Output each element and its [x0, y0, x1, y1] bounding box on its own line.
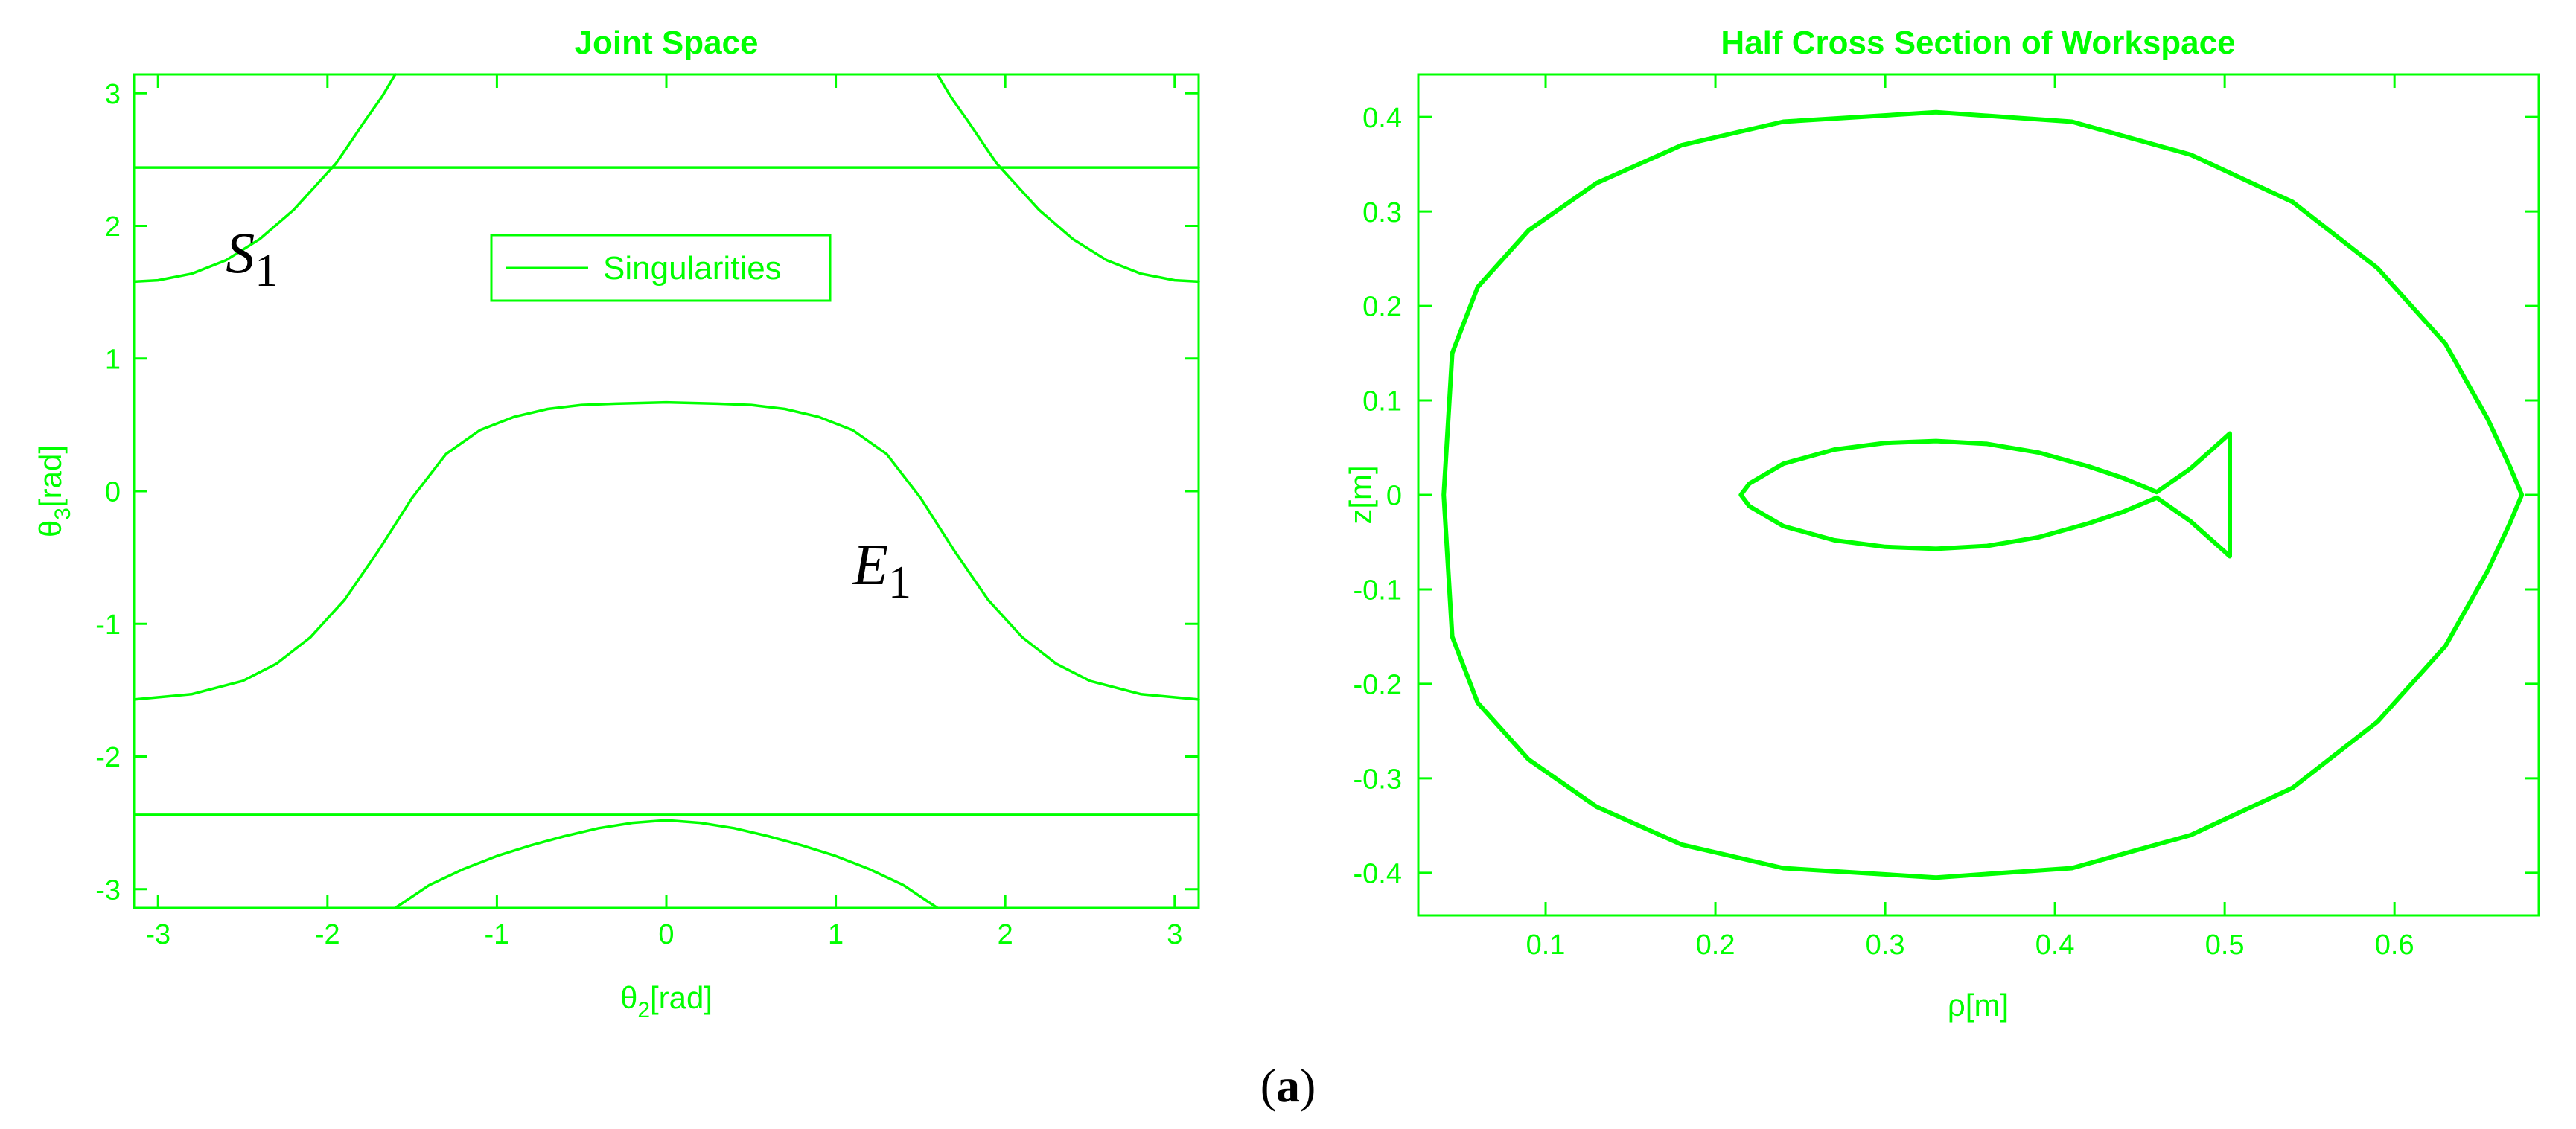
workspace-curves [1441, 109, 2525, 880]
curve-series-6 [394, 819, 939, 909]
y-tick-label: 1 [105, 344, 121, 375]
joint-space-chart: Joint Space -3 -2 -1 0 1 2 3 -3 -2 -1 0 1 2 3 θ2[rad… [33, 25, 1200, 1023]
x-tick-label: 0.5 [2205, 930, 2245, 961]
annotation-s1: S1 [226, 220, 278, 296]
joint-space-curves [133, 73, 1200, 909]
joint-space-x-ticks: -3 -2 -1 0 1 2 3 [145, 74, 1182, 950]
joint-space-x-axis-label: θ2[rad] [620, 980, 712, 1023]
joint-space-y-axis-label: θ3[rad] [33, 445, 75, 537]
workspace-x-ticks: 0.1 0.2 0.3 0.4 0.5 0.6 [1526, 74, 2414, 961]
x-tick-label: -3 [145, 919, 170, 950]
x-tick-label: 0.6 [2375, 930, 2414, 961]
curve-series-3 [133, 73, 397, 284]
workspace-y-ticks: -0.4 -0.3 -0.2 -0.1 0 0.1 0.2 0.3 0.4 [1354, 103, 2539, 890]
x-tick-label: 1 [828, 919, 844, 950]
curve-series-4 [936, 73, 1200, 284]
workspace-x-axis-label: ρ[m] [1948, 988, 2009, 1023]
workspace-chart: Half Cross Section of Workspace 0.1 0.2 0.… [1343, 25, 2540, 1023]
y-tick-label: -0.4 [1354, 859, 1402, 890]
y-tick-label: -0.3 [1354, 764, 1402, 796]
x-tick-label: 0.4 [2035, 930, 2075, 961]
curve-series-5 [133, 400, 1200, 701]
x-tick-label: 0 [658, 919, 674, 950]
x-tick-label: -1 [485, 919, 510, 950]
y-tick-label: 3 [105, 79, 121, 110]
x-tick-label: 2 [998, 919, 1013, 950]
x-tick-label: 3 [1167, 919, 1182, 950]
y-tick-label: -3 [95, 874, 121, 906]
y-tick-label: -0.1 [1354, 575, 1402, 607]
workspace-y-axis-label: z[m] [1343, 465, 1378, 524]
x-tick-label: 0.2 [1696, 930, 1735, 961]
annotation-e1: E1 [852, 532, 911, 608]
y-tick-label: 0 [105, 477, 121, 508]
figure-caption: (a) [1260, 1059, 1316, 1112]
y-tick-label: 0.3 [1362, 197, 1402, 228]
workspace-title: Half Cross Section of Workspace [1721, 25, 2235, 61]
x-tick-label: -2 [315, 919, 340, 950]
y-tick-label: 2 [105, 211, 121, 243]
joint-space-legend: Singularities [490, 234, 832, 302]
legend-entry-singularities: Singularities [603, 250, 782, 287]
joint-space-y-ticks: -3 -2 -1 0 1 2 3 [95, 79, 1199, 906]
y-tick-label: 0.4 [1362, 103, 1402, 134]
y-tick-label: 0 [1386, 481, 1402, 512]
y-tick-label: 0.1 [1362, 386, 1402, 418]
y-tick-label: -0.2 [1354, 670, 1402, 701]
joint-space-title: Joint Space [575, 25, 759, 61]
curve-series-2 [1738, 431, 2232, 559]
x-tick-label: 0.3 [1866, 930, 1905, 961]
y-tick-label: -1 [95, 610, 121, 641]
x-tick-label: 0.1 [1526, 930, 1566, 961]
y-tick-label: 0.2 [1362, 292, 1402, 323]
y-tick-label: -2 [95, 742, 121, 773]
curve-series-1 [1441, 109, 2525, 880]
